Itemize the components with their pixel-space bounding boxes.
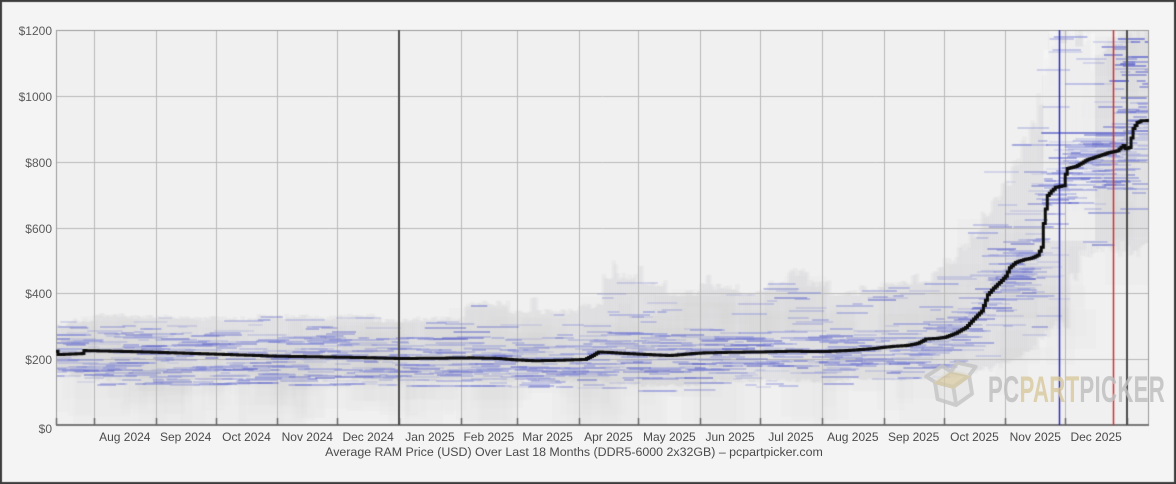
pcpartpicker-brand-text: PCPARTPICKER [988, 371, 1165, 408]
y-axis-tick-label: $1200 [18, 24, 52, 38]
x-axis-tick-label: Oct 2024 [222, 430, 271, 444]
x-axis-tick-label: Dec 2024 [342, 430, 394, 444]
x-axis-tick-label: Aug 2025 [827, 430, 879, 444]
x-axis-tick-label: May 2025 [642, 430, 696, 444]
x-axis-tick-label: Oct 2025 [950, 430, 999, 444]
x-axis-tick-label: Aug 2024 [99, 430, 151, 444]
x-axis-tick-label: Nov 2025 [1009, 430, 1061, 444]
x-axis-tick-label: Nov 2024 [281, 430, 333, 444]
x-axis-tick-label: Dec 2025 [1070, 430, 1122, 444]
pcpartpicker-box-icon [924, 360, 978, 408]
y-axis-tick-label: $0 [38, 422, 52, 436]
chart-caption: Average RAM Price (USD) Over Last 18 Mon… [325, 445, 823, 459]
x-axis-tick-label: Apr 2025 [584, 430, 633, 444]
brand-picker: PICKER [1079, 369, 1166, 410]
x-axis-tick-label: Mar 2025 [522, 430, 573, 444]
y-axis-tick-label: $200 [25, 353, 52, 368]
y-axis-tick-label: $800 [25, 155, 52, 170]
brand-part: PART [1019, 369, 1080, 410]
y-axis-tick-label: $600 [25, 221, 52, 236]
pcpartpicker-watermark: PCPARTPICKER [922, 354, 1165, 420]
x-axis-tick-label: Sep 2024 [159, 430, 212, 444]
y-axis-tick-label: $1000 [18, 89, 52, 104]
x-axis-tick-label: Jun 2025 [705, 430, 755, 444]
x-axis-tick-label: Sep 2025 [887, 430, 940, 444]
x-axis-tick-label: Jan 2025 [405, 430, 455, 444]
brand-pc: PC [988, 369, 1020, 410]
x-axis-tick-label: Feb 2025 [463, 430, 515, 444]
x-axis-tick-label: Jul 2025 [768, 430, 814, 444]
y-axis-tick-label: $400 [25, 287, 52, 302]
